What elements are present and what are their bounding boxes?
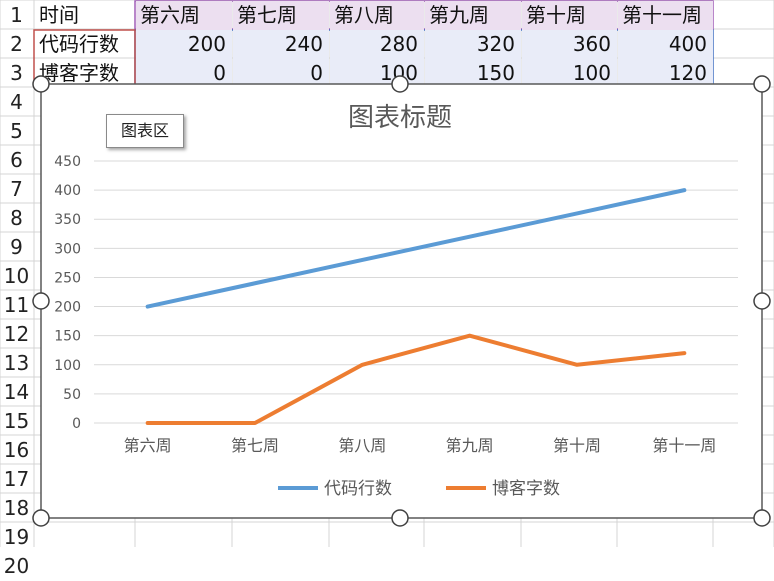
cell[interactable]: 120 bbox=[618, 59, 713, 88]
y-tick-label: 250 bbox=[54, 270, 81, 286]
cell[interactable]: 100 bbox=[330, 59, 424, 88]
y-tick-label: 200 bbox=[54, 300, 81, 316]
legend-label: 博客字数 bbox=[492, 479, 560, 499]
row-number[interactable]: 15 bbox=[3, 409, 30, 433]
y-tick-label: 300 bbox=[54, 241, 81, 257]
cell[interactable]: 时间 bbox=[39, 3, 79, 27]
cell[interactable]: 第九周 bbox=[425, 1, 521, 30]
series-line[interactable] bbox=[145, 188, 687, 309]
cell[interactable]: 第六周 bbox=[136, 1, 232, 30]
row-number[interactable]: 20 bbox=[3, 554, 30, 578]
row-number[interactable]: 8 bbox=[10, 206, 23, 230]
row-number[interactable]: 7 bbox=[10, 177, 23, 201]
row-number[interactable]: 13 bbox=[3, 351, 30, 375]
chart-title[interactable]: 图表标题 bbox=[348, 103, 452, 133]
cell[interactable]: 150 bbox=[425, 59, 521, 88]
resize-handle[interactable] bbox=[753, 292, 771, 310]
row-number[interactable]: 9 bbox=[10, 235, 23, 259]
x-tick-label: 第十一周 bbox=[652, 436, 716, 455]
row-number[interactable]: 11 bbox=[3, 293, 30, 317]
y-tick-label: 150 bbox=[54, 329, 81, 345]
row-number[interactable]: 3 bbox=[10, 61, 23, 85]
row-number[interactable]: 1 bbox=[10, 3, 23, 27]
x-tick-label: 第七周 bbox=[231, 436, 279, 455]
cell[interactable]: 240 bbox=[233, 30, 329, 59]
y-tick-label: 350 bbox=[54, 212, 81, 228]
series-line[interactable] bbox=[145, 333, 687, 425]
resize-handle[interactable] bbox=[391, 75, 409, 93]
y-tick-label: 400 bbox=[54, 183, 81, 199]
resize-handle[interactable] bbox=[32, 292, 50, 310]
chart-area bbox=[40, 83, 763, 519]
chart-area-tooltip: 图表区 bbox=[106, 114, 184, 148]
row-number[interactable]: 14 bbox=[3, 380, 30, 404]
row-number[interactable]: 18 bbox=[3, 496, 30, 520]
cell[interactable]: 400 bbox=[618, 30, 713, 59]
row-number[interactable]: 5 bbox=[10, 119, 23, 143]
cell[interactable]: 360 bbox=[522, 30, 617, 59]
y-tick-label: 0 bbox=[72, 416, 81, 432]
row-number[interactable]: 4 bbox=[10, 90, 23, 114]
row-number[interactable]: 16 bbox=[3, 438, 30, 462]
y-tick-label: 50 bbox=[63, 387, 81, 403]
row-number[interactable]: 6 bbox=[10, 148, 23, 172]
row-number[interactable]: 19 bbox=[3, 525, 30, 549]
cell[interactable]: 0 bbox=[233, 59, 329, 88]
x-tick-label: 第九周 bbox=[446, 436, 494, 455]
cell[interactable]: 第七周 bbox=[233, 1, 329, 30]
cell[interactable]: 200 bbox=[136, 30, 232, 59]
resize-handle[interactable] bbox=[32, 509, 50, 527]
resize-handle[interactable] bbox=[391, 509, 409, 527]
cell[interactable]: 第八周 bbox=[330, 1, 424, 30]
cell[interactable]: 第十一周 bbox=[618, 1, 713, 30]
resize-handle[interactable] bbox=[753, 75, 771, 93]
row-number[interactable]: 2 bbox=[10, 32, 23, 56]
row-number[interactable]: 12 bbox=[3, 322, 30, 346]
legend-label: 代码行数 bbox=[324, 479, 392, 499]
x-tick-label: 第十周 bbox=[553, 436, 601, 455]
x-tick-label: 第六周 bbox=[124, 436, 172, 455]
cell[interactable]: 第十周 bbox=[522, 1, 617, 30]
cell[interactable]: 100 bbox=[522, 59, 617, 88]
cell[interactable]: 博客字数 bbox=[39, 61, 119, 85]
cell[interactable]: 0 bbox=[136, 59, 232, 88]
row-number[interactable]: 10 bbox=[3, 264, 30, 288]
cell[interactable]: 280 bbox=[330, 30, 424, 59]
resize-handle[interactable] bbox=[753, 509, 771, 527]
cell[interactable]: 320 bbox=[425, 30, 521, 59]
row-number[interactable]: 17 bbox=[3, 467, 30, 491]
x-tick-label: 第八周 bbox=[338, 436, 386, 455]
cell[interactable]: 代码行数 bbox=[39, 32, 119, 56]
y-tick-label: 100 bbox=[54, 358, 81, 374]
resize-handle[interactable] bbox=[32, 75, 50, 93]
y-tick-label: 450 bbox=[54, 154, 81, 170]
